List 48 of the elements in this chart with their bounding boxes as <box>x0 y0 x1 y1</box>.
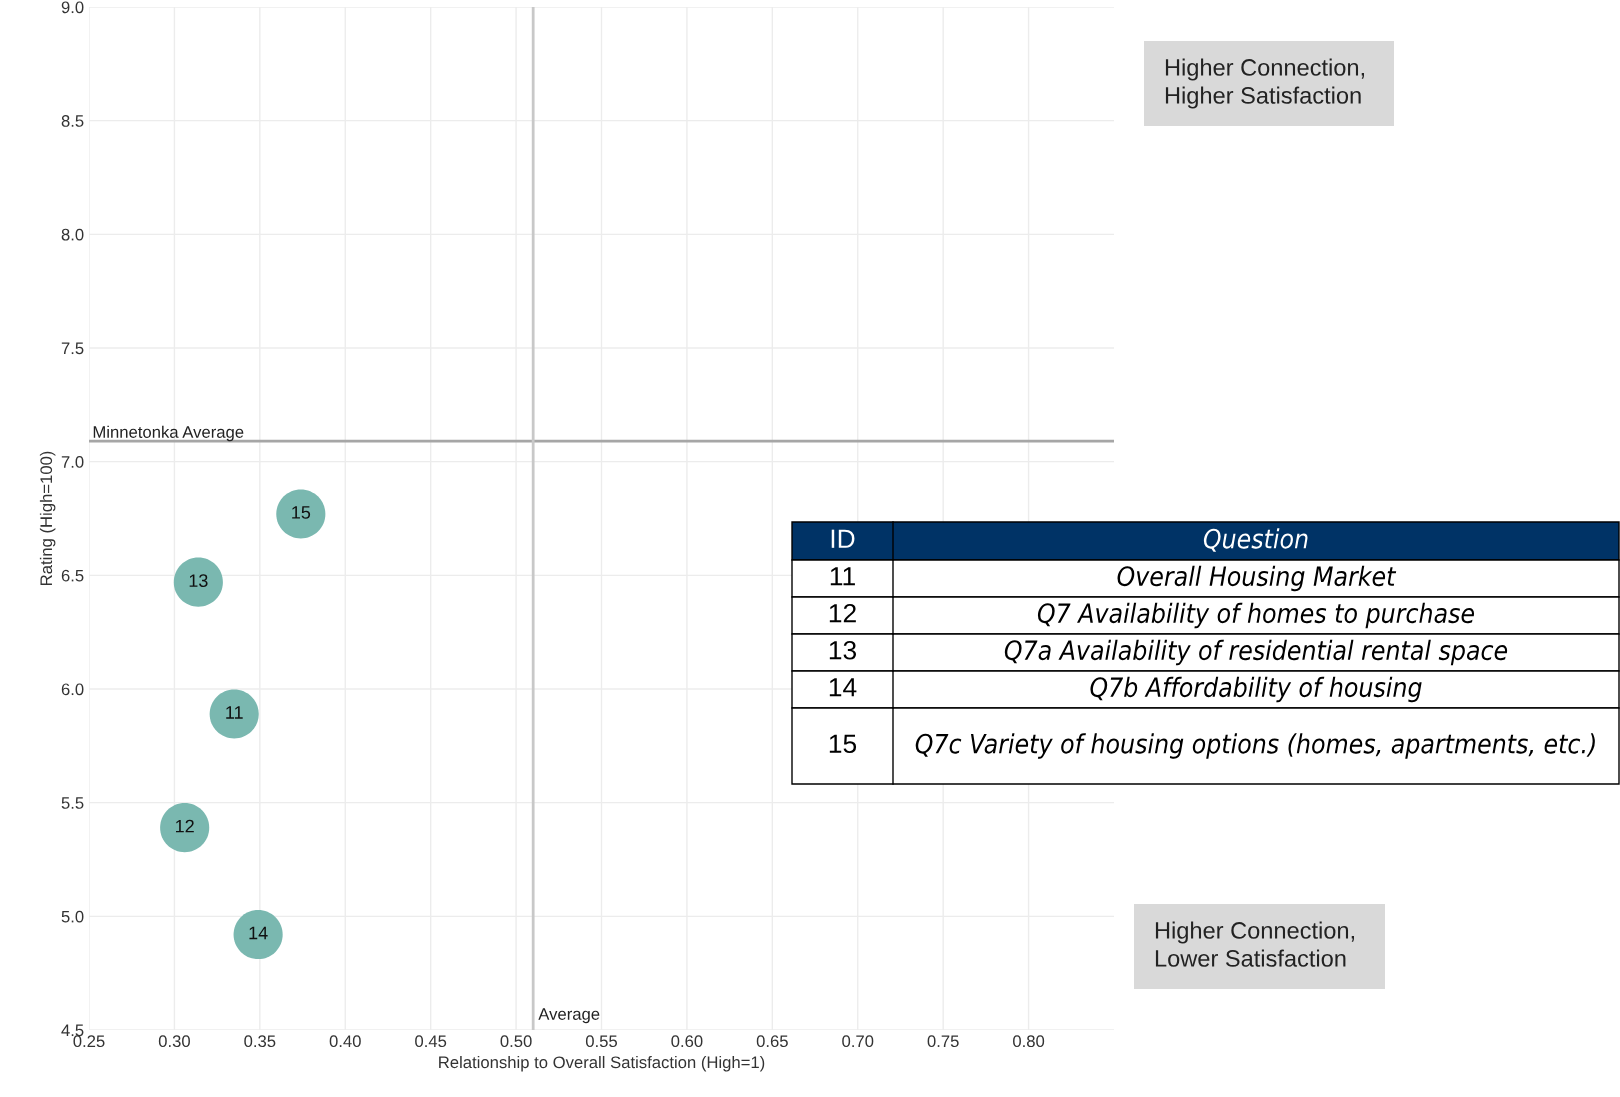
y-tick-label: 5.5 <box>61 797 84 809</box>
text: Question <box>1203 528 1308 552</box>
annotation: 13 <box>829 640 857 660</box>
x-tick-label: 0.35 <box>244 1035 276 1048</box>
x-tick-label: 0.45 <box>415 1035 447 1048</box>
y-tick-label: 5.0 <box>61 910 84 923</box>
x-tick-label: 0.25 <box>73 1035 105 1048</box>
x-tick-label: 0.65 <box>756 1035 788 1048</box>
y-tick-label: 6.5 <box>61 569 84 582</box>
x-tick-label: 0.80 <box>1013 1035 1045 1048</box>
y-tick-label: 7.0 <box>61 456 84 468</box>
annotation: Q7 Availability of homes to purchase <box>1037 602 1475 629</box>
series-label: 14 <box>249 926 268 940</box>
y-tick-label: 7.5 <box>61 342 84 355</box>
annotation: 15 <box>829 734 857 754</box>
series-label: 15 <box>292 506 311 519</box>
y-tick-label: 8.5 <box>61 115 84 127</box>
x-tick-label: 0.40 <box>329 1035 361 1048</box>
annotation: Q7b Affordability of housing <box>1090 676 1422 703</box>
ref-line-label: Average <box>538 1008 600 1024</box>
x-tick-label: 0.60 <box>671 1035 703 1048</box>
series-label: 13 <box>189 574 208 587</box>
y-tick-label: 9.0 <box>61 1 84 14</box>
y-tick-label: 6.0 <box>61 683 84 696</box>
text: Higher Connection, Lower Satisfaction <box>1155 921 1354 967</box>
point <box>276 489 326 539</box>
x-tick-label: 0.55 <box>585 1035 618 1048</box>
y-axis-title: Rating (High=100) <box>39 451 56 585</box>
text: Higher Connection, Higher Satisfaction <box>1165 58 1364 109</box>
y-tick-label: 4.5 <box>61 1024 84 1037</box>
x-tick-label: 0.70 <box>842 1035 874 1048</box>
x-tick-label: 0.50 <box>500 1035 532 1048</box>
x-tick-label: 0.75 <box>927 1035 959 1048</box>
annotation: 11 <box>830 567 855 586</box>
point <box>209 689 259 739</box>
annotation: 14 <box>829 678 857 697</box>
annotation: Q7c Variety of housing options (homes, apartments, etc.) <box>915 733 1595 759</box>
y-tick-label: 8.0 <box>61 228 84 241</box>
point <box>173 557 223 607</box>
ref-line-label: Minnetonka Average <box>93 425 244 442</box>
annotation: ID <box>831 529 855 548</box>
series-label: 12 <box>176 819 194 833</box>
series-label: 11 <box>226 706 243 719</box>
annotation: Q7a Availability of residential rental space <box>1004 639 1508 666</box>
x-tick-label: 0.30 <box>158 1035 190 1048</box>
text: Overall Housing Market <box>1117 565 1397 592</box>
x-axis-title: Relationship to Overall Satisfaction (High=1) <box>439 1055 765 1072</box>
annotation: 12 <box>829 603 856 623</box>
